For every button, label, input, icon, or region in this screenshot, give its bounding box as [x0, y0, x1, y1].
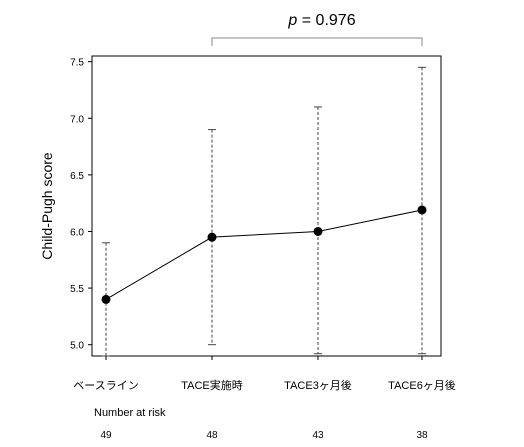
p-value-annotation: p = 0.976 [211, 12, 423, 46]
risk-count-3: 38 [416, 430, 428, 441]
y-tick-label-4: 7.0 [70, 114, 84, 125]
series-line [101, 205, 427, 304]
x-tick-label-2: TACE3ヶ月後 [284, 378, 352, 392]
y-tick-label-3: 6.5 [70, 171, 84, 182]
plot-frame [91, 55, 442, 357]
y-tick-label-0: 5.0 [70, 341, 84, 352]
x-axis: ベースライン TACE実施時 TACE3ヶ月後 TACE6ヶ月後 [73, 356, 456, 392]
y-axis: 5.0 5.5 6.0 6.5 7.0 7.5 [70, 58, 92, 352]
y-axis-label: Child-Pugh score [39, 152, 55, 260]
data-point-3 [417, 205, 427, 215]
p-symbol: p [287, 12, 297, 29]
y-tick-label-2: 6.0 [70, 227, 84, 238]
y-tick-label-5: 7.5 [70, 58, 84, 69]
p-value-text: p = 0.976 [287, 12, 355, 29]
risk-table-counts: 49 48 43 38 [100, 430, 428, 441]
p-value-bracket [211, 37, 423, 46]
y-tick-label-1: 5.5 [70, 284, 84, 295]
risk-count-1: 48 [206, 430, 218, 441]
x-tick-label-3: TACE6ヶ月後 [388, 378, 456, 392]
x-tick-label-0: ベースライン [73, 380, 138, 392]
data-point-1 [207, 232, 217, 242]
data-point-2 [313, 226, 323, 236]
risk-count-2: 43 [312, 430, 324, 441]
error-bars [102, 66, 426, 357]
risk-table-label: Number at risk [94, 407, 166, 419]
mean-line [105, 209, 423, 300]
data-point-0 [101, 294, 111, 304]
x-tick-label-1: TACE実施時 [181, 378, 243, 392]
p-value: = 0.976 [297, 12, 355, 29]
risk-count-0: 49 [100, 430, 112, 441]
